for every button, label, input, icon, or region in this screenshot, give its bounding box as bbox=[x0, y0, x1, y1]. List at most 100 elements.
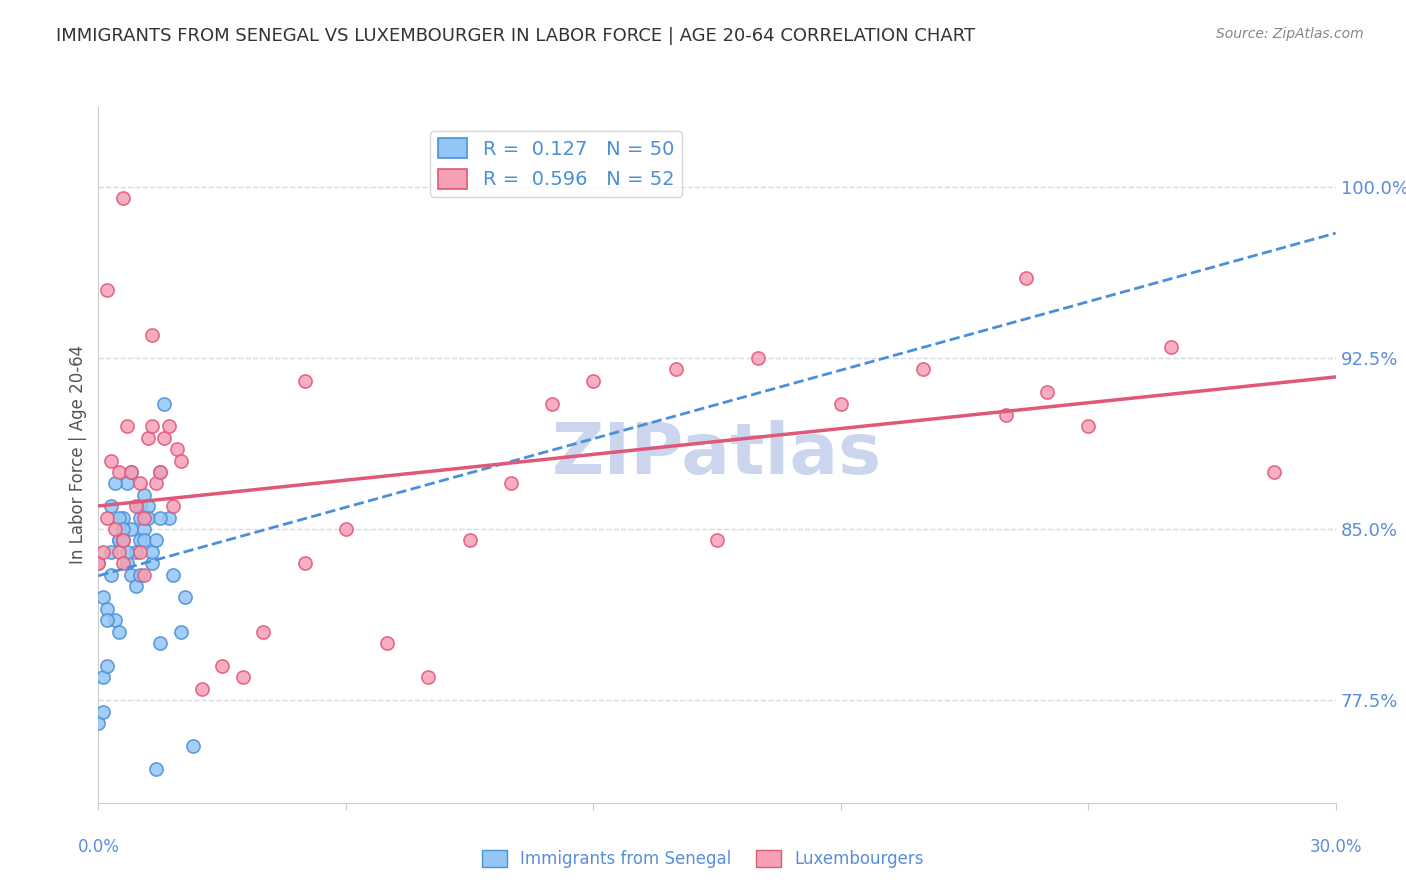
Point bbox=[499, 476, 522, 491]
Point bbox=[87, 556, 110, 570]
Point bbox=[141, 545, 163, 559]
Point bbox=[170, 453, 193, 467]
Point bbox=[170, 624, 193, 639]
Point bbox=[141, 419, 163, 434]
Point bbox=[149, 636, 172, 650]
Point bbox=[1263, 465, 1285, 479]
Text: 30.0%: 30.0% bbox=[1309, 838, 1362, 856]
Point bbox=[232, 670, 254, 684]
Point bbox=[141, 556, 163, 570]
Point bbox=[96, 602, 118, 616]
Point bbox=[117, 556, 139, 570]
Point bbox=[252, 624, 274, 639]
Point bbox=[91, 591, 114, 605]
Point bbox=[124, 579, 146, 593]
Point bbox=[145, 533, 167, 548]
Point bbox=[912, 362, 935, 376]
Point bbox=[136, 431, 159, 445]
Point bbox=[100, 500, 122, 514]
Point bbox=[582, 374, 605, 388]
Point bbox=[294, 556, 316, 570]
Point bbox=[108, 533, 131, 548]
Point bbox=[104, 476, 127, 491]
Point bbox=[190, 681, 212, 696]
Point bbox=[91, 670, 114, 684]
Legend: Immigrants from Senegal, Luxembourgers: Immigrants from Senegal, Luxembourgers bbox=[475, 843, 931, 875]
Point bbox=[120, 465, 142, 479]
Point bbox=[1160, 340, 1182, 354]
Point bbox=[747, 351, 769, 365]
Point bbox=[112, 522, 135, 536]
Point bbox=[104, 613, 127, 627]
Point bbox=[117, 419, 139, 434]
Point bbox=[104, 522, 127, 536]
Point bbox=[128, 500, 150, 514]
Point bbox=[112, 191, 135, 205]
Point bbox=[128, 533, 150, 548]
Point bbox=[96, 510, 118, 524]
Point bbox=[108, 533, 131, 548]
Point bbox=[294, 374, 316, 388]
Point bbox=[87, 556, 110, 570]
Point bbox=[96, 283, 118, 297]
Point bbox=[112, 533, 135, 548]
Point bbox=[120, 567, 142, 582]
Point bbox=[706, 533, 728, 548]
Legend: R =  0.127   N = 50, R =  0.596   N = 52: R = 0.127 N = 50, R = 0.596 N = 52 bbox=[430, 130, 682, 197]
Point bbox=[418, 670, 440, 684]
Point bbox=[108, 465, 131, 479]
Point bbox=[100, 453, 122, 467]
Point bbox=[153, 396, 176, 410]
Point bbox=[91, 705, 114, 719]
Point bbox=[149, 465, 172, 479]
Point bbox=[136, 500, 159, 514]
Point bbox=[117, 476, 139, 491]
Point bbox=[128, 567, 150, 582]
Point bbox=[458, 533, 481, 548]
Point bbox=[174, 591, 197, 605]
Point bbox=[145, 476, 167, 491]
Point bbox=[132, 510, 155, 524]
Point bbox=[162, 567, 184, 582]
Point bbox=[112, 533, 135, 548]
Point bbox=[149, 510, 172, 524]
Point bbox=[375, 636, 398, 650]
Point bbox=[335, 522, 357, 536]
Point bbox=[120, 465, 142, 479]
Point bbox=[153, 431, 176, 445]
Text: Source: ZipAtlas.com: Source: ZipAtlas.com bbox=[1216, 27, 1364, 41]
Point bbox=[120, 522, 142, 536]
Point bbox=[1015, 271, 1038, 285]
Point bbox=[145, 762, 167, 776]
Point bbox=[136, 510, 159, 524]
Point bbox=[994, 408, 1017, 422]
Point bbox=[541, 396, 564, 410]
Point bbox=[128, 476, 150, 491]
Point bbox=[132, 488, 155, 502]
Point bbox=[96, 613, 118, 627]
Point bbox=[112, 556, 135, 570]
Text: 0.0%: 0.0% bbox=[77, 838, 120, 856]
Point bbox=[100, 567, 122, 582]
Point bbox=[181, 739, 204, 753]
Point bbox=[665, 362, 688, 376]
Point bbox=[141, 328, 163, 343]
Point bbox=[96, 659, 118, 673]
Point bbox=[830, 396, 852, 410]
Point bbox=[124, 545, 146, 559]
Point bbox=[108, 545, 131, 559]
Point bbox=[132, 522, 155, 536]
Point bbox=[128, 545, 150, 559]
Point bbox=[100, 545, 122, 559]
Y-axis label: In Labor Force | Age 20-64: In Labor Force | Age 20-64 bbox=[69, 345, 87, 565]
Point bbox=[157, 419, 180, 434]
Point bbox=[1077, 419, 1099, 434]
Point bbox=[162, 500, 184, 514]
Point bbox=[108, 510, 131, 524]
Point bbox=[211, 659, 233, 673]
Point bbox=[1036, 385, 1059, 400]
Point bbox=[149, 465, 172, 479]
Point bbox=[117, 545, 139, 559]
Point bbox=[132, 533, 155, 548]
Point bbox=[128, 510, 150, 524]
